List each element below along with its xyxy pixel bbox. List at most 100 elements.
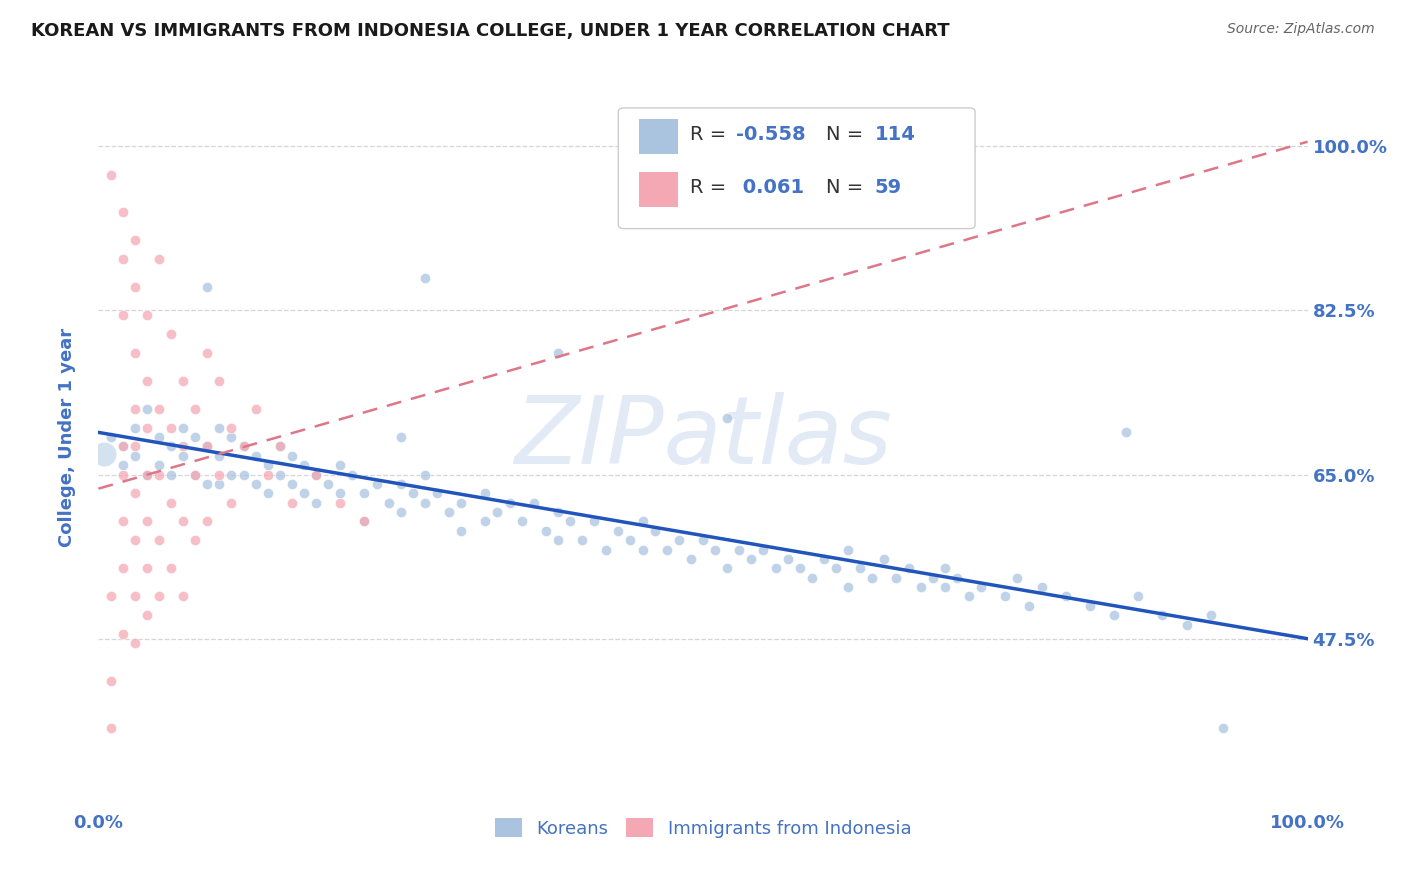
Point bbox=[776, 552, 799, 566]
Point bbox=[245, 401, 267, 416]
Point bbox=[184, 467, 207, 482]
Point bbox=[595, 542, 617, 557]
Text: R =: R = bbox=[690, 126, 725, 145]
Point bbox=[184, 430, 207, 444]
Point bbox=[426, 486, 449, 500]
Point bbox=[221, 420, 243, 434]
Point bbox=[583, 515, 606, 529]
Point bbox=[644, 524, 666, 538]
Point bbox=[873, 552, 896, 566]
Point bbox=[195, 345, 218, 359]
Point bbox=[111, 515, 134, 529]
Point bbox=[970, 580, 993, 594]
Point bbox=[934, 561, 956, 575]
Point bbox=[232, 440, 254, 454]
Text: R =: R = bbox=[690, 178, 725, 197]
Point bbox=[124, 420, 146, 434]
Point bbox=[160, 326, 183, 341]
Point bbox=[1212, 721, 1234, 735]
Point bbox=[728, 542, 751, 557]
Point bbox=[668, 533, 690, 548]
Point bbox=[135, 608, 157, 623]
Point bbox=[172, 374, 194, 388]
Point bbox=[172, 440, 194, 454]
Point bbox=[353, 486, 375, 500]
Point bbox=[135, 515, 157, 529]
Point bbox=[172, 420, 194, 434]
Point bbox=[160, 467, 183, 482]
Point bbox=[450, 524, 472, 538]
Legend: Koreans, Immigrants from Indonesia: Koreans, Immigrants from Indonesia bbox=[488, 811, 918, 845]
Point bbox=[269, 440, 291, 454]
Point bbox=[510, 515, 533, 529]
Point bbox=[752, 542, 775, 557]
Text: N =: N = bbox=[827, 126, 863, 145]
Point bbox=[704, 542, 727, 557]
Point bbox=[619, 533, 641, 548]
Point bbox=[124, 401, 146, 416]
Point bbox=[111, 627, 134, 641]
Point bbox=[232, 467, 254, 482]
Point bbox=[716, 561, 738, 575]
Point bbox=[245, 449, 267, 463]
Point bbox=[886, 571, 908, 585]
Text: Source: ZipAtlas.com: Source: ZipAtlas.com bbox=[1227, 22, 1375, 37]
Point bbox=[413, 496, 436, 510]
Point bbox=[195, 477, 218, 491]
Point bbox=[934, 580, 956, 594]
Point bbox=[208, 467, 231, 482]
Point bbox=[329, 496, 352, 510]
Point bbox=[353, 515, 375, 529]
Point bbox=[534, 524, 557, 538]
Point bbox=[910, 580, 932, 594]
Text: ZIPatlas: ZIPatlas bbox=[515, 392, 891, 483]
Point bbox=[269, 467, 291, 482]
Point bbox=[148, 401, 170, 416]
Point bbox=[148, 458, 170, 473]
Text: N =: N = bbox=[827, 178, 863, 197]
Point bbox=[860, 571, 883, 585]
Point bbox=[100, 168, 122, 182]
Point bbox=[221, 430, 243, 444]
Point bbox=[148, 533, 170, 548]
Point bbox=[124, 233, 146, 247]
Point bbox=[716, 411, 738, 425]
Point bbox=[655, 542, 678, 557]
Point bbox=[100, 721, 122, 735]
Point bbox=[160, 440, 183, 454]
Point bbox=[111, 458, 134, 473]
Point bbox=[547, 533, 569, 548]
Point bbox=[329, 486, 352, 500]
Point bbox=[498, 496, 520, 510]
Point bbox=[957, 590, 980, 604]
Point bbox=[100, 590, 122, 604]
Point bbox=[111, 561, 134, 575]
Point bbox=[148, 430, 170, 444]
Point bbox=[547, 345, 569, 359]
FancyBboxPatch shape bbox=[638, 119, 678, 154]
Point bbox=[1031, 580, 1053, 594]
Point bbox=[389, 477, 412, 491]
Point bbox=[221, 467, 243, 482]
Point bbox=[111, 252, 134, 266]
Point bbox=[135, 401, 157, 416]
Point bbox=[256, 458, 278, 473]
Point bbox=[679, 552, 702, 566]
Point bbox=[1199, 608, 1222, 623]
Point bbox=[377, 496, 399, 510]
Point bbox=[849, 561, 872, 575]
Point bbox=[124, 440, 146, 454]
Point bbox=[389, 430, 412, 444]
Point bbox=[245, 477, 267, 491]
Point bbox=[148, 590, 170, 604]
FancyBboxPatch shape bbox=[619, 108, 976, 228]
Point bbox=[437, 505, 460, 519]
Point bbox=[1175, 617, 1198, 632]
Point bbox=[124, 449, 146, 463]
Point bbox=[789, 561, 811, 575]
Point bbox=[256, 486, 278, 500]
Point bbox=[124, 345, 146, 359]
Point bbox=[837, 542, 859, 557]
Point bbox=[413, 467, 436, 482]
Point bbox=[813, 552, 835, 566]
